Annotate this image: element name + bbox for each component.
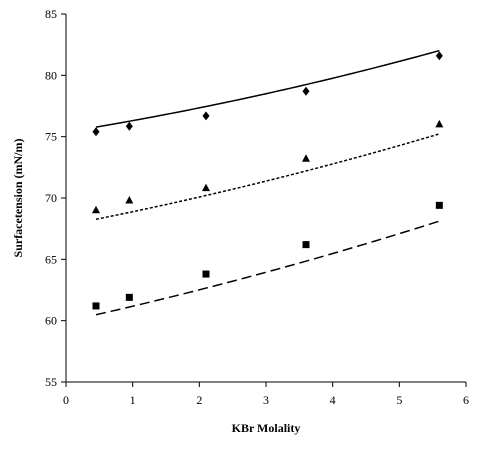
data-markers bbox=[92, 51, 444, 310]
axes bbox=[61, 13, 467, 387]
y-tick-label: 75 bbox=[45, 130, 57, 144]
x-tick-label: 2 bbox=[196, 393, 202, 407]
triangle-marker bbox=[202, 183, 210, 192]
y-axis-title: Surfacetension (mN/m) bbox=[11, 139, 25, 258]
x-tick-label: 1 bbox=[130, 393, 136, 407]
x-tick-label: 4 bbox=[330, 393, 336, 407]
triangle-marker bbox=[302, 154, 310, 162]
square-marker bbox=[202, 270, 210, 278]
triangle-marker bbox=[92, 205, 100, 214]
y-tick-label: 70 bbox=[45, 191, 57, 205]
diamond-marker bbox=[125, 121, 133, 131]
square-marker bbox=[125, 293, 133, 301]
x-tick-label: 0 bbox=[63, 393, 69, 407]
fit-line-dashed bbox=[95, 220, 440, 316]
y-tick-label: 55 bbox=[45, 375, 57, 389]
triangle-marker bbox=[125, 195, 134, 204]
y-tick-label: 60 bbox=[45, 314, 57, 328]
x-tick-label: 6 bbox=[463, 393, 469, 407]
diamond-marker bbox=[92, 127, 100, 137]
x-axis-title: KBr Molality bbox=[232, 421, 301, 435]
x-tick-label: 3 bbox=[263, 393, 269, 407]
fit-line-dotted bbox=[95, 133, 440, 221]
triangle-marker bbox=[435, 119, 444, 128]
y-tick-label: 80 bbox=[45, 68, 57, 82]
y-tick-label: 65 bbox=[45, 252, 57, 266]
tick-labels: 55 60 65 70 75 80 85 0 1 2 3 4 5 6 bbox=[45, 7, 469, 407]
fit-line-solid bbox=[95, 49, 440, 128]
diamond-marker bbox=[302, 86, 310, 96]
square-marker bbox=[92, 302, 100, 310]
x-tick-label: 5 bbox=[396, 393, 402, 407]
diamond-marker bbox=[202, 111, 210, 121]
square-marker bbox=[302, 241, 310, 249]
square-marker bbox=[435, 201, 443, 209]
y-tick-label: 85 bbox=[45, 7, 57, 21]
fitted-lines bbox=[95, 49, 440, 316]
diamond-marker bbox=[435, 51, 443, 61]
